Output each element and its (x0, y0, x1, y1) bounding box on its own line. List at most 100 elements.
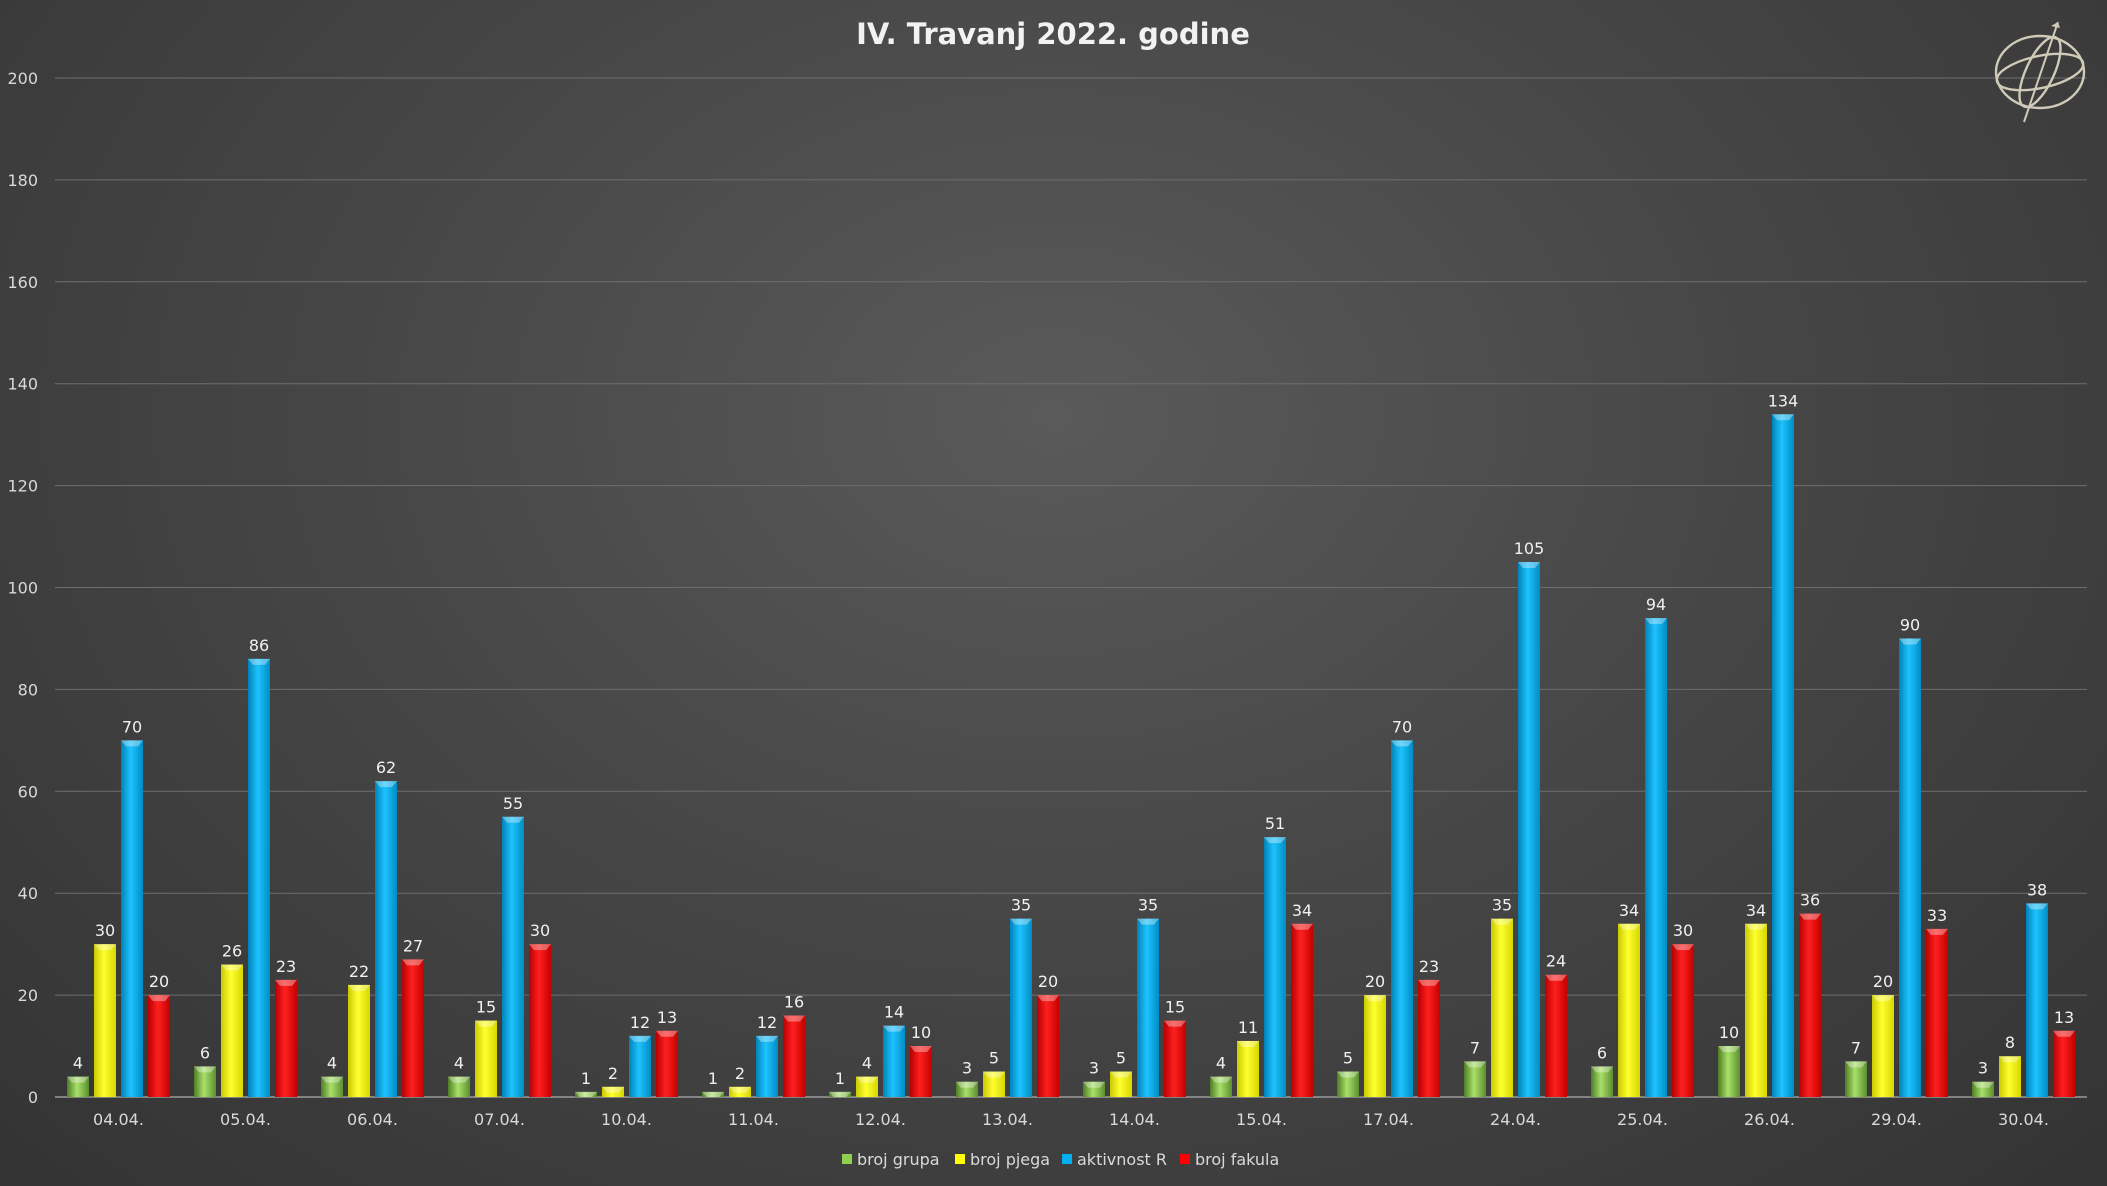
bar-aktivnost-R (1010, 918, 1032, 1097)
data-label: 20 (1873, 972, 1893, 991)
bar-top-bevel (67, 1076, 89, 1083)
legend-swatch (955, 1154, 965, 1164)
bar-aktivnost-R (1645, 618, 1667, 1097)
bar-top-bevel (1418, 979, 1440, 986)
bar-broj-grupa (194, 1066, 216, 1097)
bar-top-bevel (1718, 1046, 1740, 1053)
bar-broj-grupa (448, 1076, 470, 1097)
x-tick-label: 25.04. (1617, 1110, 1668, 1129)
bar-broj-grupa (1337, 1071, 1359, 1097)
bar-broj-pjega (1618, 923, 1640, 1097)
data-label: 4 (862, 1054, 872, 1073)
data-label: 15 (1165, 998, 1185, 1017)
y-tick-label: 100 (7, 579, 38, 598)
y-tick-label: 180 (7, 171, 38, 190)
bar-top-bevel (602, 1086, 624, 1093)
bar-broj-grupa (956, 1081, 978, 1097)
data-label: 10 (1719, 1023, 1739, 1042)
x-tick-label: 30.04. (1998, 1110, 2049, 1129)
bar-broj-grupa (829, 1091, 851, 1097)
data-label: 35 (1138, 896, 1158, 915)
bar-top-bevel (121, 740, 143, 747)
bar-aktivnost-R (1264, 837, 1286, 1097)
legend-swatch (1062, 1154, 1072, 1164)
bar-aktivnost-R (248, 658, 270, 1097)
bar-top-bevel (1899, 638, 1921, 645)
bar-top-bevel (1337, 1071, 1359, 1078)
data-label: 36 (1800, 891, 1820, 910)
data-label: 20 (1365, 972, 1385, 991)
data-label: 4 (454, 1054, 464, 1073)
bar-top-bevel (1237, 1040, 1259, 1047)
bar-top-bevel (1083, 1081, 1105, 1088)
y-tick-label: 20 (18, 986, 38, 1005)
data-label: 70 (1392, 717, 1412, 736)
bar-aktivnost-R (1899, 638, 1921, 1097)
bar-broj-fakula (783, 1015, 805, 1097)
data-label: 35 (1011, 896, 1031, 915)
x-tick-label: 11.04. (728, 1110, 779, 1129)
bar-aktivnost-R (756, 1035, 778, 1097)
legend-label: broj fakula (1195, 1150, 1279, 1169)
data-label: 10 (911, 1023, 931, 1042)
data-label: 33 (1927, 906, 1947, 925)
data-label: 1 (581, 1069, 591, 1088)
bar-top-bevel (1872, 995, 1894, 1002)
bar-broj-fakula (1164, 1020, 1186, 1097)
bar-broj-pjega (1872, 995, 1894, 1097)
bar-broj-pjega (983, 1071, 1005, 1097)
bar-top-bevel (1591, 1066, 1613, 1073)
bar-top-bevel (656, 1030, 678, 1037)
bar-aktivnost-R (1391, 740, 1413, 1097)
bar-top-bevel (783, 1015, 805, 1022)
data-label: 3 (962, 1059, 972, 1078)
y-tick-label: 120 (7, 477, 38, 496)
bar-broj-pjega (475, 1020, 497, 1097)
bar-top-bevel (402, 959, 424, 966)
bar-top-bevel (1110, 1071, 1132, 1078)
x-tick-label: 10.04. (601, 1110, 652, 1129)
bar-top-bevel (1137, 918, 1159, 925)
bar-aktivnost-R (1772, 414, 1794, 1097)
bar-top-bevel (702, 1091, 724, 1097)
data-label: 34 (1619, 901, 1639, 920)
bar-top-bevel (1772, 414, 1794, 421)
bar-aktivnost-R (1518, 562, 1540, 1097)
bar-top-bevel (1491, 918, 1513, 925)
bar-top-bevel (1010, 918, 1032, 925)
x-tick-label: 26.04. (1744, 1110, 1795, 1129)
bar-broj-fakula (1545, 974, 1567, 1097)
bar-broj-grupa (1464, 1061, 1486, 1097)
data-label: 22 (349, 962, 369, 981)
y-axis: 0 20 40 60 80 100 120 140 160 180 200 (7, 69, 38, 1107)
data-label: 6 (1597, 1043, 1607, 1062)
data-label: 5 (989, 1049, 999, 1068)
x-tick-label: 13.04. (982, 1110, 1033, 1129)
bar-aktivnost-R (1137, 918, 1159, 1097)
y-tick-label: 60 (18, 782, 38, 801)
legend-swatch (1180, 1154, 1190, 1164)
data-label: 5 (1116, 1049, 1126, 1068)
bar-top-bevel (148, 995, 170, 1002)
data-label: 12 (630, 1013, 650, 1032)
bar-top-bevel (983, 1071, 1005, 1078)
y-tick-label: 0 (28, 1088, 38, 1107)
bar-broj-grupa (702, 1091, 724, 1097)
data-label: 27 (403, 936, 423, 955)
data-label: 24 (1546, 952, 1566, 971)
bar-broj-fakula (1926, 928, 1948, 1097)
x-tick-label: 15.04. (1236, 1110, 1287, 1129)
x-tick-label: 29.04. (1871, 1110, 1922, 1129)
y-tick-label: 80 (18, 680, 38, 699)
bar-broj-pjega (856, 1076, 878, 1097)
bar-top-bevel (348, 984, 370, 991)
bar-top-bevel (1999, 1056, 2021, 1063)
bar-top-bevel (729, 1086, 751, 1093)
x-tick-label: 04.04. (93, 1110, 144, 1129)
bar-top-bevel (883, 1025, 905, 1032)
bar-broj-pjega (221, 964, 243, 1097)
bar-top-bevel (1672, 944, 1694, 951)
data-label: 26 (222, 942, 242, 961)
